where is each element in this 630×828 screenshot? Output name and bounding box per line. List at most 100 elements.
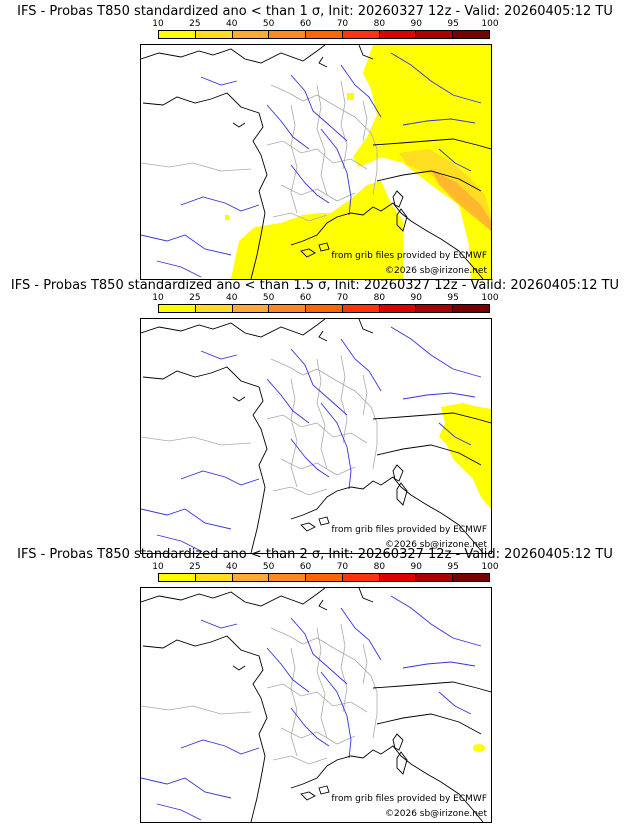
colorbar-tick-label: 25 [189,562,201,572]
river-line [402,661,476,669]
region-border [141,705,252,715]
region-border [362,643,368,685]
colorbar-segment [195,574,233,581]
river-line [290,707,330,747]
colorbar [158,573,490,582]
region-border [266,683,368,713]
river-line [402,392,476,400]
river-line [340,607,382,661]
colorbar-tick-label: 80 [373,19,386,29]
colorbar-segment [159,305,196,312]
colorbar-tick-label: 95 [447,562,459,572]
river-line [290,348,348,416]
colorbar-segment [453,574,490,581]
coastline [142,635,268,822]
region-border [290,647,298,757]
coastline [396,482,408,506]
coastline [372,412,491,424]
colorbar-tick-label: 60 [299,293,312,303]
region-border [362,100,368,142]
coastline [232,122,246,128]
river-line [290,438,330,478]
river-line [402,118,476,126]
river-line [390,326,482,378]
region-border [270,358,378,470]
credit-source: from grib files provided by ECMWF [331,525,487,535]
river-line [180,470,260,486]
credit-source: from grib files provided by ECMWF [331,251,487,261]
region-border [141,162,252,172]
colorbar-segment [453,31,490,38]
coastline [318,330,328,342]
region-border [316,358,328,470]
river-line [141,508,232,530]
region-border [340,354,348,444]
coastline [318,56,328,68]
coastline [396,208,408,232]
region-border [272,486,328,496]
region-border [266,140,368,170]
colorbar-tick-label: 40 [226,562,238,572]
colorbar-tick-label: 70 [336,19,349,29]
coastline [358,588,374,603]
colorbar-tick-label: 80 [373,293,386,303]
region-border [340,80,348,170]
coastline [300,248,316,258]
region-border [270,627,378,739]
coastline [141,319,326,338]
colorbar-tick-label: 90 [410,19,422,29]
coastline [396,751,408,775]
river-line [266,104,310,150]
colorbar-tick-label: 60 [299,562,312,572]
colorbar-tick-label: 80 [373,562,386,572]
coastline [142,92,268,279]
coastline [318,516,330,526]
coastline [372,681,491,693]
river-line [266,647,310,693]
river-line [340,338,382,392]
river-line [390,595,482,647]
prob-spot [225,215,229,220]
colorbar-tick-label: 100 [481,19,499,29]
colorbar-segment [453,305,490,312]
prob-area-italy-40 [431,169,491,231]
probability-map: from grib files provided by ECMWF ©2026 … [140,587,492,823]
coastline [318,599,328,611]
region-border [272,212,328,222]
river-line [340,64,382,118]
prob-spot [347,93,354,100]
coastline [376,444,482,466]
region-border [266,414,368,444]
river-line [290,164,330,204]
river-line [290,74,348,142]
region-border [362,374,368,416]
colorbar-tick-label: 60 [299,19,312,29]
colorbar-segment [379,305,417,312]
coastline [376,170,482,192]
credit-copyright: ©2026 sb@irizone.net [385,266,487,276]
river-line [141,777,232,799]
river-line [200,619,238,629]
river-line [320,671,352,759]
colorbar-tick-label: 50 [262,19,275,29]
region-border [272,755,328,765]
panel-title: IFS - Probas T850 standardized ano < tha… [17,4,613,19]
colorbar-tick-label: 100 [481,293,499,303]
colorbar-tick-label: 25 [189,19,201,29]
region-border [290,378,298,488]
colorbar-segment [269,305,307,312]
coastline [318,785,330,795]
colorbar-tick-label: 40 [226,19,238,29]
river-line [156,534,202,552]
colorbar-segment [306,31,343,38]
panel-title: IFS - Probas T850 standardized ano < tha… [17,547,613,562]
colorbar-segment [269,31,307,38]
river-line [320,402,352,490]
coastline [232,665,246,671]
colorbar-segment [342,574,380,581]
colorbar-tick-label: 70 [336,562,349,572]
coastline [392,464,404,482]
colorbar-tick-label: 10 [152,293,164,303]
colorbar-segment [379,31,417,38]
coastline [290,476,484,553]
